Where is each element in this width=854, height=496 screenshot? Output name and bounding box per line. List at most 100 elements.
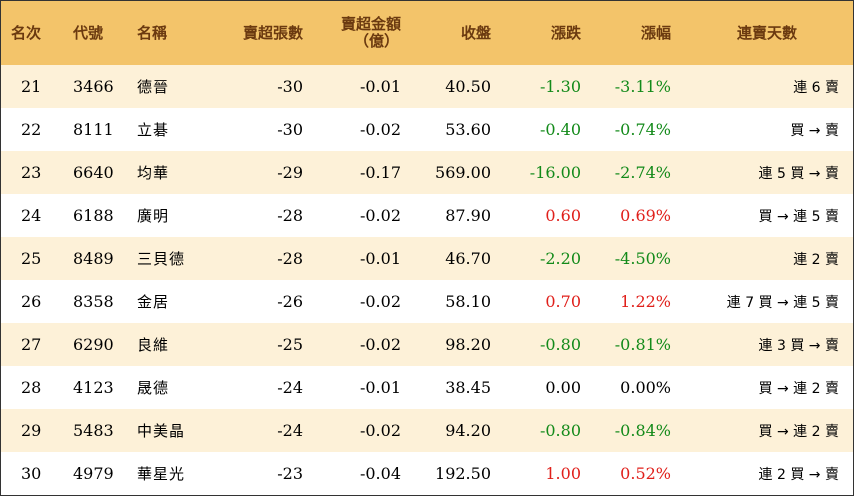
header-row: 名次 代號 名稱 賣超張數 賣超金額 （億） 收盤 漲跌 漲幅 連賣天數	[1, 1, 853, 65]
cell-net-sell-lots: -26	[277, 292, 303, 311]
cell-rank: 26	[21, 292, 42, 311]
cell-net-sell-lots: -24	[277, 421, 303, 440]
cell-price-change: -1.30	[539, 77, 581, 96]
cell-consecutive-days: 買 → 連 5 賣	[758, 208, 839, 225]
cell-rank: 30	[21, 464, 42, 483]
cell-change-percent: 0.69%	[620, 206, 671, 225]
cell-net-sell-lots: -29	[277, 163, 303, 182]
table-row: 23 6640 均華 -29 -0.17 569.00 -16.00 -2.74% 連 5 買 …	[1, 151, 853, 194]
cell-net-sell-lots: -30	[277, 120, 303, 139]
cell-change-percent: 0.52%	[620, 464, 671, 483]
table-body: 21 3466 德晉 -30 -0.01 40.50 -1.30 -3.11% 連 6 賣 22 8…	[1, 65, 853, 495]
cell-rank: 25	[21, 249, 42, 268]
cell-stock-code: 6290	[73, 335, 114, 354]
cell-stock-name: 立碁	[137, 121, 170, 139]
cell-stock-name: 中美晶	[137, 422, 186, 440]
cell-change-percent: -0.81%	[614, 335, 671, 354]
cell-stock-code: 3466	[73, 77, 114, 96]
cell-net-sell-amount: -0.04	[359, 464, 401, 483]
cell-close-price: 53.60	[445, 120, 491, 139]
cell-close-price: 98.20	[445, 335, 491, 354]
cell-net-sell-amount: -0.01	[359, 77, 401, 96]
cell-net-sell-amount: -0.02	[359, 292, 401, 311]
cell-stock-code: 5483	[73, 421, 114, 440]
cell-consecutive-days: 連 5 買 → 賣	[758, 165, 839, 182]
header-name: 名稱	[137, 23, 168, 42]
cell-net-sell-lots: -25	[277, 335, 303, 354]
cell-price-change: -0.80	[539, 421, 581, 440]
cell-net-sell-lots: -23	[277, 464, 303, 483]
cell-stock-code: 4123	[73, 378, 114, 397]
cell-change-percent: 1.22%	[620, 292, 671, 311]
cell-net-sell-lots: -30	[277, 77, 303, 96]
header-net-sell-amount: 賣超金額 （億）	[313, 1, 411, 65]
cell-stock-name: 均華	[137, 164, 170, 182]
cell-close-price: 38.45	[445, 378, 491, 397]
table-row: 29 5483 中美晶 -24 -0.02 94.20 -0.80 -0.84% 買 → 連 2…	[1, 409, 853, 452]
cell-close-price: 40.50	[445, 77, 491, 96]
table-row: 24 6188 廣明 -28 -0.02 87.90 0.60 0.69% 買 → 連 5 賣	[1, 194, 853, 237]
cell-net-sell-amount: -0.17	[359, 163, 401, 182]
cell-rank: 22	[21, 120, 42, 139]
cell-close-price: 46.70	[445, 249, 491, 268]
cell-consecutive-days: 連 7 買 → 連 5 賣	[726, 294, 839, 311]
cell-rank: 23	[21, 163, 42, 182]
cell-price-change: -2.20	[539, 249, 581, 268]
cell-stock-code: 6188	[73, 206, 114, 225]
cell-net-sell-amount: -0.02	[359, 335, 401, 354]
cell-price-change: -16.00	[529, 163, 581, 182]
header-change: 漲跌	[550, 23, 581, 42]
cell-stock-name: 金居	[137, 293, 170, 311]
cell-price-change: 1.00	[545, 464, 581, 483]
header-net-sell-lots: 賣超張數	[242, 23, 303, 42]
cell-change-percent: -4.50%	[614, 249, 671, 268]
table-row: 30 4979 華星光 -23 -0.04 192.50 1.00 0.52% 連 2 買 → …	[1, 452, 853, 495]
cell-price-change: 0.70	[545, 292, 581, 311]
cell-close-price: 192.50	[435, 464, 491, 483]
cell-consecutive-days: 連 3 買 → 賣	[758, 337, 839, 354]
cell-change-percent: -0.74%	[614, 120, 671, 139]
cell-stock-name: 晟德	[137, 379, 170, 397]
cell-rank: 24	[21, 206, 42, 225]
cell-net-sell-amount: -0.02	[359, 206, 401, 225]
cell-rank: 28	[21, 378, 42, 397]
header-consecutive-days: 連賣天數	[736, 23, 797, 42]
cell-close-price: 58.10	[445, 292, 491, 311]
cell-price-change: 0.00	[545, 378, 581, 397]
cell-consecutive-days: 連 2 賣	[793, 251, 839, 268]
table-row: 28 4123 晟德 -24 -0.01 38.45 0.00 0.00% 買 → 連 2 賣	[1, 366, 853, 409]
header-net-sell-amount-line1: 賣超金額	[340, 15, 401, 33]
cell-rank: 21	[21, 77, 42, 96]
cell-stock-code: 4979	[73, 464, 114, 483]
cell-consecutive-days: 買 → 連 2 賣	[758, 380, 839, 397]
cell-change-percent: 0.00%	[620, 378, 671, 397]
cell-stock-name: 三貝德	[137, 250, 186, 268]
table-row: 22 8111 立碁 -30 -0.02 53.60 -0.40 -0.74% 買 → 賣	[1, 108, 853, 151]
cell-stock-name: 華星光	[137, 465, 186, 483]
table-header: 名次 代號 名稱 賣超張數 賣超金額 （億） 收盤 漲跌 漲幅 連賣天數	[1, 1, 853, 65]
cell-net-sell-amount: -0.02	[359, 120, 401, 139]
cell-stock-name: 德晉	[137, 78, 170, 96]
table-row: 26 8358 金居 -26 -0.02 58.10 0.70 1.22% 連 7 買 → 連 …	[1, 280, 853, 323]
cell-consecutive-days: 買 → 賣	[790, 122, 839, 139]
table-row: 25 8489 三貝德 -28 -0.01 46.70 -2.20 -4.50% 連 2 賣	[1, 237, 853, 280]
header-change-pct: 漲幅	[640, 23, 671, 42]
cell-price-change: 0.60	[545, 206, 581, 225]
cell-stock-code: 8489	[73, 249, 114, 268]
cell-net-sell-amount: -0.01	[359, 378, 401, 397]
cell-price-change: -0.80	[539, 335, 581, 354]
cell-consecutive-days: 連 6 賣	[793, 79, 839, 96]
cell-change-percent: -0.84%	[614, 421, 671, 440]
cell-rank: 27	[21, 335, 42, 354]
cell-consecutive-days: 連 2 買 → 賣	[758, 466, 839, 483]
cell-stock-code: 6640	[73, 163, 114, 182]
cell-net-sell-lots: -28	[277, 249, 303, 268]
cell-close-price: 569.00	[435, 163, 491, 182]
cell-change-percent: -2.74%	[614, 163, 671, 182]
header-net-sell-amount-line2: （億）	[353, 32, 399, 50]
cell-change-percent: -3.11%	[614, 77, 671, 96]
cell-price-change: -0.40	[539, 120, 581, 139]
cell-stock-name: 良維	[137, 336, 170, 354]
cell-net-sell-amount: -0.02	[359, 421, 401, 440]
